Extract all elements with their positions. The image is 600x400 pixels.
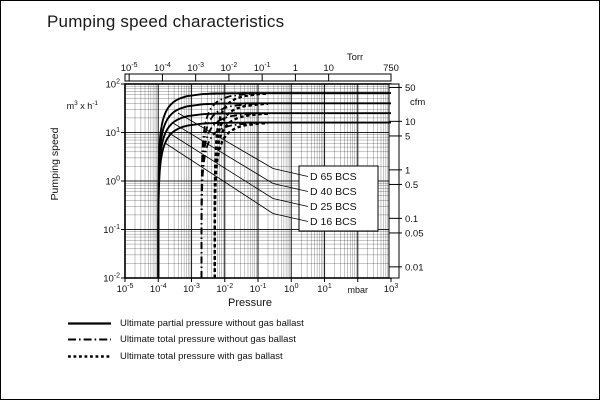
torr-unit-label: Torr: [347, 52, 363, 63]
cfm-tick-label: 0.1: [405, 214, 418, 225]
legend-label: Ultimate total pressure without gas ball…: [120, 334, 296, 346]
series-label-box: [298, 165, 379, 232]
legend-sample-dashed: [68, 355, 111, 358]
legend-label: Ultimate partial pressure without gas ba…: [120, 317, 304, 329]
torr-tick-label: 10-3: [187, 62, 204, 74]
legend-sample-solid: [68, 322, 111, 325]
torr-tick-label: 10-5: [121, 62, 138, 74]
legend-label: Ultimate total pressure with gas ballast: [120, 350, 283, 362]
y-tick-label: 10-2: [103, 273, 120, 285]
leader-line: [172, 122, 309, 192]
series-label: D 40 BCS: [310, 186, 357, 198]
x-tick-label: 100: [284, 283, 299, 295]
legend-item-dashed: Ultimate total pressure with gas ballast: [67, 348, 304, 365]
leader-line: [164, 142, 309, 222]
y-tick-label: 10-1: [103, 224, 120, 236]
cfm-tick-label: 0.01: [405, 262, 424, 273]
cfm-tick-label: 5: [405, 131, 410, 142]
y-tick-label: 102: [106, 79, 121, 91]
y-unit-label: m3 x h-1: [67, 100, 99, 111]
curve-d-25-bcs-dashdot: [200, 112, 256, 279]
torr-tick-label: 1: [293, 63, 298, 74]
chart-legend: Ultimate partial pressure without gas ba…: [67, 315, 304, 365]
x-tick-label: 101: [317, 283, 332, 295]
x-tick-label: 10-5: [117, 283, 134, 295]
x-tick-label: 10-3: [183, 283, 200, 295]
legend-sample-dashdot: [68, 338, 111, 341]
x-tick-label: mbar: [347, 285, 368, 295]
torr-tick-label: 10-2: [220, 62, 237, 74]
torr-tick-label: 10-4: [154, 62, 171, 74]
cfm-unit-label: cfm: [410, 97, 425, 108]
cfm-tick-label: 1: [405, 165, 410, 176]
cfm-tick-label: 50: [405, 83, 416, 94]
torr-tick-label: 10-1: [254, 62, 271, 74]
y-tick-label: 100: [106, 176, 121, 188]
legend-item-solid: Ultimate partial pressure without gas ba…: [67, 315, 304, 332]
x-axis-title: Pressure: [228, 297, 272, 309]
legend-item-dashdot: Ultimate total pressure without gas ball…: [67, 332, 304, 349]
leader-line: [168, 132, 309, 207]
x-tick-label: 10-4: [150, 283, 167, 295]
series-label: D 25 BCS: [310, 201, 357, 213]
cfm-tick-label: 0.05: [405, 228, 424, 239]
series-label: D 65 BCS: [310, 171, 357, 183]
torr-tick-label: 10: [323, 63, 334, 74]
x-tick-label: 10-1: [250, 283, 267, 295]
x-tick-label: 103: [384, 283, 399, 295]
cfm-tick-label: 0.5: [405, 180, 418, 191]
series-label: D 16 BCS: [310, 216, 357, 228]
leader-line: [177, 112, 309, 177]
y-tick-label: 101: [106, 127, 121, 139]
curve-d-16-bcs-solid: [157, 121, 391, 279]
curve-d-25-bcs-dashed: [213, 112, 269, 279]
y-axis-title: Pumping speed: [49, 127, 61, 200]
torr-axis-bar: [124, 73, 392, 82]
cfm-tick-label: 10: [405, 117, 416, 128]
x-tick-label: 10-2: [216, 283, 233, 295]
cfm-scale-bar: [388, 83, 400, 279]
torr-tick-label: 750: [383, 63, 399, 74]
chart-title: Pumping speed characteristics: [47, 12, 285, 31]
